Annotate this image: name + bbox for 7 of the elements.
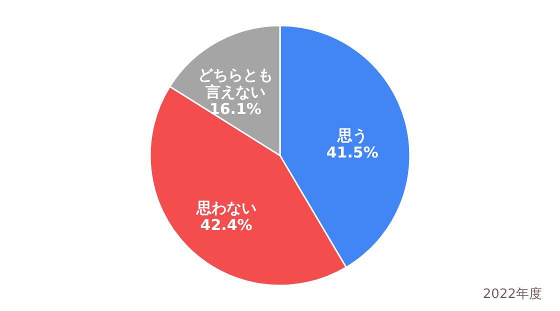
data-label: 42.4% bbox=[200, 216, 252, 234]
data-label: 16.1% bbox=[209, 100, 262, 118]
slice-label: 思わない bbox=[195, 198, 256, 217]
text: 2022年度 bbox=[482, 286, 542, 302]
slice-label: どちらとも言えない bbox=[198, 66, 273, 102]
slice-label: 思う bbox=[336, 126, 368, 145]
data-label: 41.5% bbox=[326, 144, 378, 162]
